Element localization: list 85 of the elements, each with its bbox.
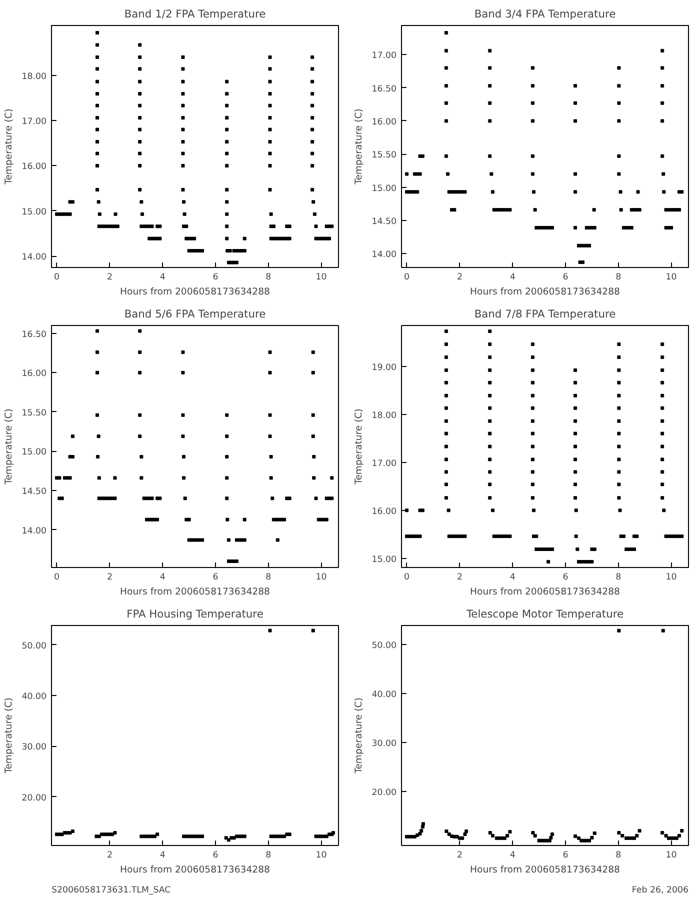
chart-title: Band 3/4 FPA Temperature <box>474 8 616 20</box>
x-tick-label: 10 <box>316 572 327 582</box>
x-tick-label: 8 <box>266 850 272 860</box>
x-tick-label: 2 <box>456 572 462 582</box>
x-tick-label: 0 <box>54 272 60 282</box>
y-tick-label: 15.00 <box>372 554 396 565</box>
chart-title: FPA Housing Temperature <box>126 608 264 620</box>
text: Feb 26, 2006 <box>632 886 688 896</box>
y-tick-label: 40.00 <box>372 690 396 700</box>
x-tick-label: 6 <box>562 572 568 582</box>
y-tick-label: 15.50 <box>372 150 396 161</box>
x-tick-label: 8 <box>266 572 272 582</box>
y-tick-label: 16.00 <box>372 117 396 128</box>
x-tick-label: 10 <box>666 850 677 860</box>
y-axis-title: Temperature (C) <box>4 108 15 186</box>
x-tick-label: 8 <box>616 272 622 282</box>
y-tick-label: 16.00 <box>22 369 46 380</box>
y-tick-label: 20.00 <box>372 788 396 798</box>
x-tick-label: 6 <box>562 850 568 860</box>
x-axis-title: Hours from 2006058173634288 <box>120 864 270 876</box>
x-tick-label: 10 <box>666 272 677 282</box>
y-axis-title: Temperature (C) <box>4 408 15 486</box>
y-tick-label: 50.00 <box>22 641 46 652</box>
chart-title: Telescope Motor Temperature <box>465 608 624 620</box>
x-axis-title: Hours from 2006058173634288 <box>470 286 620 298</box>
y-tick-label: 17.00 <box>372 51 396 62</box>
chart-title: Band 1/2 FPA Temperature <box>124 8 266 20</box>
x-tick-label: 0 <box>404 572 410 582</box>
x-tick-label: 6 <box>212 850 218 860</box>
y-tick-label: 15.50 <box>22 408 46 418</box>
y-tick-label: 15.00 <box>372 184 396 194</box>
x-tick-label: 0 <box>404 272 410 282</box>
y-axis-title: Temperature (C) <box>354 698 365 774</box>
x-tick-label: 10 <box>316 272 327 282</box>
x-axis-title: Hours from 2006058173634288 <box>120 286 270 298</box>
y-tick-label: 16.00 <box>372 506 396 517</box>
y-axis-title: Temperature (C) <box>354 108 365 186</box>
x-tick-label: 6 <box>562 272 568 282</box>
x-tick-label: 10 <box>316 850 327 860</box>
y-tick-label: 14.00 <box>22 526 46 536</box>
x-tick-label: 8 <box>616 850 622 860</box>
x-tick-label: 10 <box>666 572 677 582</box>
x-tick-label: 4 <box>510 572 516 582</box>
y-tick-label: 15.00 <box>22 448 46 458</box>
y-tick-label: 14.50 <box>372 216 396 227</box>
y-tick-label: 18.00 <box>372 410 396 421</box>
x-tick-label: 2 <box>106 272 112 282</box>
x-tick-label: 8 <box>616 572 622 582</box>
x-tick-label: 8 <box>266 272 272 282</box>
y-tick-label: 30.00 <box>22 742 46 753</box>
chart-title: Band 5/6 FPA Temperature <box>124 308 266 320</box>
y-tick-label: 19.00 <box>372 362 396 373</box>
x-tick-label: 4 <box>510 272 516 282</box>
y-axis-title: Temperature (C) <box>4 698 15 774</box>
x-axis-title: Hours from 2006058173634288 <box>470 864 620 876</box>
x-axis-title: Hours from 2006058173634288 <box>120 586 270 598</box>
y-tick-label: 16.50 <box>372 84 396 94</box>
y-tick-label: 14.00 <box>22 252 46 263</box>
x-tick-label: 2 <box>456 272 462 282</box>
y-tick-label: 14.50 <box>22 487 46 497</box>
y-tick-label: 15.00 <box>22 207 46 218</box>
y-tick-label: 16.00 <box>22 162 46 172</box>
y-tick-label: 17.00 <box>372 458 396 469</box>
y-tick-label: 50.00 <box>372 640 396 651</box>
chart-title: Band 7/8 FPA Temperature <box>474 308 616 320</box>
y-tick-label: 40.00 <box>22 692 46 702</box>
x-tick-label: 2 <box>106 572 112 582</box>
x-tick-label: 6 <box>212 572 218 582</box>
y-tick-label: 20.00 <box>22 793 46 804</box>
y-tick-label: 17.00 <box>22 116 46 127</box>
x-tick-label: 2 <box>106 850 112 860</box>
y-axis-title: Temperature (C) <box>354 408 365 486</box>
y-tick-label: 14.00 <box>372 250 396 260</box>
text: S2006058173631.TLM_SAC <box>52 886 171 896</box>
y-tick-label: 18.00 <box>22 72 46 82</box>
x-tick-label: 4 <box>160 850 166 860</box>
x-tick-label: 4 <box>160 572 166 582</box>
y-tick-label: 30.00 <box>372 738 396 749</box>
x-tick-label: 2 <box>456 850 462 860</box>
y-tick-label: 16.50 <box>22 330 46 340</box>
x-tick-label: 0 <box>54 572 60 582</box>
x-tick-label: 4 <box>510 850 516 860</box>
x-tick-label: 4 <box>160 272 166 282</box>
x-axis-title: Hours from 2006058173634288 <box>470 586 620 598</box>
x-tick-label: 6 <box>212 272 218 282</box>
